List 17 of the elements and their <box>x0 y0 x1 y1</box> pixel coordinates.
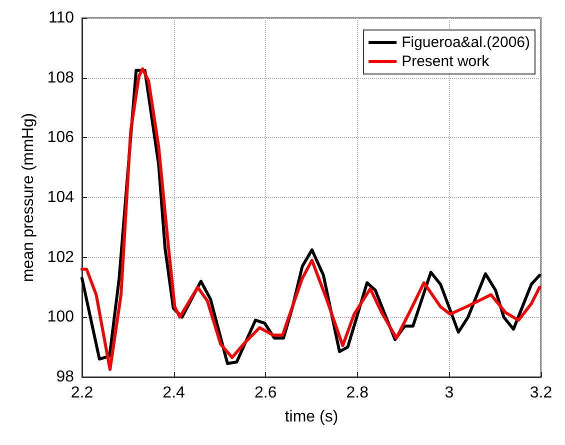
x-tick-label: 3.2 <box>530 384 552 402</box>
x-tick-label: 2.8 <box>346 384 369 402</box>
y-tick-label: 98 <box>56 368 74 386</box>
y-axis-title: mean pressure (mmHg) <box>20 113 37 282</box>
y-tick-label: 104 <box>47 189 74 206</box>
x-axis-title: time (s) <box>284 408 338 426</box>
x-tick-label: 3 <box>444 384 454 402</box>
legend-label: Figueroa&al.(2006) <box>402 34 530 51</box>
y-tick-label: 110 <box>48 10 74 26</box>
y-tick-label: 108 <box>47 69 74 86</box>
y-tick-label: 102 <box>47 248 74 266</box>
x-tick-label: 2.6 <box>254 384 277 402</box>
y-tick-label: 106 <box>47 129 74 146</box>
legend-label: Present work <box>402 53 490 70</box>
x-tick-label: 2.2 <box>70 384 94 402</box>
x-tick-label: 2.4 <box>162 384 186 402</box>
y-tick-label: 100 <box>47 308 74 326</box>
